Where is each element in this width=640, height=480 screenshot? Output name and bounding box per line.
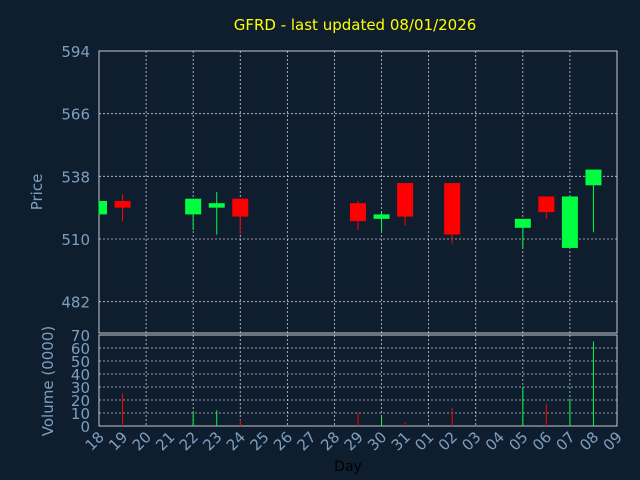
day-tick-label: 24 bbox=[223, 428, 249, 454]
chart-title: GFRD - last updated 08/01/2026 bbox=[234, 16, 477, 34]
candlestick bbox=[585, 169, 602, 233]
day-tick-label: 07 bbox=[553, 428, 579, 454]
day-tick-label: 20 bbox=[129, 428, 155, 454]
day-tick-label: 03 bbox=[458, 428, 484, 454]
price-panel: 482 510 538 566 594 bbox=[61, 43, 618, 334]
day-tick-label: 21 bbox=[152, 428, 178, 454]
candlestick bbox=[397, 183, 414, 226]
day-tick-label: 02 bbox=[435, 428, 461, 454]
price-tick-label: 594 bbox=[61, 43, 90, 61]
candlestick bbox=[350, 200, 366, 231]
volume-tick-label: 30 bbox=[71, 379, 90, 397]
candle-body bbox=[373, 214, 390, 219]
volume-tick-label: 10 bbox=[71, 405, 90, 423]
candle-body bbox=[561, 196, 578, 248]
day-tick-label: 30 bbox=[364, 428, 390, 454]
candle-body bbox=[208, 203, 225, 208]
candlestick bbox=[444, 183, 461, 244]
day-tick-label: 27 bbox=[294, 428, 320, 454]
volume-tick-label: 50 bbox=[71, 353, 90, 371]
day-tick-label: 28 bbox=[317, 428, 343, 454]
candlestick bbox=[185, 198, 202, 231]
candlestick bbox=[208, 192, 225, 235]
volume-tick-label: 40 bbox=[71, 366, 90, 384]
day-tick-label: 09 bbox=[600, 428, 626, 454]
price-tick-label: 566 bbox=[61, 106, 90, 124]
day-tick-label: 26 bbox=[270, 428, 296, 454]
price-tick-label: 510 bbox=[61, 231, 90, 249]
price-tick-label: 482 bbox=[61, 294, 90, 312]
candlestick bbox=[114, 194, 131, 222]
day-tick-label: 29 bbox=[341, 428, 367, 454]
candlestick bbox=[538, 196, 555, 219]
day-tick-label: 31 bbox=[388, 428, 414, 454]
candlestick bbox=[373, 212, 390, 233]
candlestick bbox=[561, 196, 578, 248]
candle-body bbox=[114, 200, 131, 208]
volume-plot-frame bbox=[98, 334, 618, 427]
volume-axis-label: Volume (0000) bbox=[39, 326, 57, 436]
volume-tick-label: 70 bbox=[71, 327, 90, 345]
candle-body bbox=[514, 218, 531, 228]
candlestick bbox=[98, 200, 107, 215]
candle-body bbox=[397, 183, 414, 217]
volume-tick-label: 20 bbox=[71, 392, 90, 410]
price-plot-frame bbox=[98, 50, 618, 334]
price-axis-label: Price bbox=[28, 174, 46, 211]
volume-tick-label: 0 bbox=[80, 418, 90, 436]
day-tick-label: 19 bbox=[105, 428, 131, 454]
candle-body bbox=[444, 183, 461, 235]
candlestick bbox=[514, 218, 531, 248]
candle-body bbox=[350, 203, 366, 222]
volume-tick-label: 60 bbox=[71, 340, 90, 358]
candle-body bbox=[185, 198, 202, 215]
day-tick-label: 06 bbox=[529, 428, 555, 454]
day-tick-label: 05 bbox=[505, 428, 531, 454]
price-tick-label: 538 bbox=[61, 168, 90, 186]
candlestick bbox=[232, 198, 249, 235]
day-tick-label: 04 bbox=[482, 428, 508, 454]
volume-panel: 0102030405060701819202122232425262728293… bbox=[71, 327, 626, 454]
candle-body bbox=[585, 169, 602, 186]
candle-body bbox=[99, 200, 107, 215]
day-tick-label: 08 bbox=[576, 428, 602, 454]
candle-body bbox=[232, 198, 249, 217]
day-tick-label: 25 bbox=[246, 428, 272, 454]
candle-body bbox=[538, 196, 555, 213]
day-tick-label: 22 bbox=[176, 428, 202, 454]
day-tick-label: 01 bbox=[411, 428, 437, 454]
day-tick-label: 23 bbox=[199, 428, 225, 454]
x-axis-label: Day bbox=[334, 459, 362, 475]
